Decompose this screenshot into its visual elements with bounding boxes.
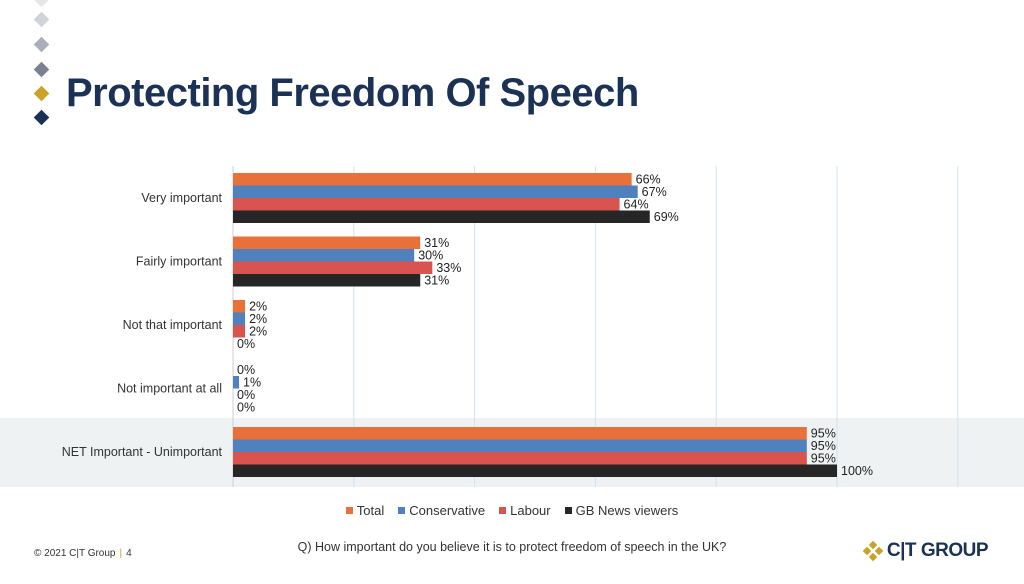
bar <box>233 325 246 338</box>
data-label: 95% <box>811 452 836 466</box>
data-label: 33% <box>436 261 461 275</box>
bar <box>233 261 433 274</box>
legend-item: Labour <box>499 503 551 518</box>
footer-copyright: © 2021 C|T Group <box>34 548 116 559</box>
bar-chart: Very important 66%67%64% 69% Fairly importa… <box>0 166 1024 487</box>
data-label: 31% <box>424 236 449 250</box>
data-label: 30% <box>418 249 443 263</box>
bar <box>233 464 837 477</box>
page-title: Protecting Freedom Of Speech <box>66 71 639 115</box>
data-label: 2% <box>249 300 267 314</box>
bar <box>233 274 421 287</box>
footer-page-number: 4 <box>126 548 132 559</box>
category-label: Not important at all <box>117 382 222 396</box>
data-label: 69% <box>654 210 679 224</box>
bar <box>233 427 807 440</box>
data-label: 31% <box>424 274 449 288</box>
legend-item: Total <box>345 503 385 518</box>
bar <box>233 198 620 211</box>
category-label: Very important <box>141 191 222 205</box>
bar <box>233 439 807 452</box>
legend-swatch <box>345 507 353 514</box>
legend-label: Labour <box>510 503 551 518</box>
footer: © 2021 C|T Group | 4 <box>34 548 132 559</box>
chart-legend: Total Conservative Labour GB News viewers <box>0 503 1024 518</box>
data-label: 2% <box>249 325 267 339</box>
data-label: 1% <box>243 376 261 390</box>
bar <box>233 452 807 465</box>
legend-swatch <box>564 507 572 514</box>
category-label: Not that important <box>123 318 223 332</box>
bar <box>233 249 415 262</box>
bar <box>233 312 246 325</box>
legend-label: GB News viewers <box>575 503 679 518</box>
data-label: 100% <box>841 464 873 478</box>
footer-divider: | <box>119 548 123 559</box>
bar <box>233 236 421 249</box>
category-label: NET Important - Unimportant <box>62 445 223 459</box>
logo-mark-icon <box>862 540 884 562</box>
data-label: 66% <box>636 173 661 187</box>
data-label: 64% <box>624 198 649 212</box>
data-label: 95% <box>811 427 836 441</box>
category-label: Fairly important <box>136 255 223 269</box>
data-label: 0% <box>237 337 255 351</box>
data-label: 2% <box>249 312 267 326</box>
data-label: 0% <box>237 363 255 377</box>
data-label: 0% <box>237 401 255 415</box>
legend-item: Conservative <box>398 503 485 518</box>
legend-swatch <box>398 507 406 514</box>
data-label: 67% <box>642 185 667 199</box>
company-logo: C|T GROUP <box>862 540 989 562</box>
bar <box>233 185 638 198</box>
legend-label: Total <box>356 503 385 518</box>
bar <box>233 173 632 186</box>
logo-text: C|T GROUP <box>886 540 989 561</box>
data-label: 0% <box>237 388 255 402</box>
bar <box>233 210 650 223</box>
legend-swatch <box>499 507 507 514</box>
data-label: 95% <box>811 439 836 453</box>
legend-item: GB News viewers <box>564 503 679 518</box>
survey-question: Q) How important do you believe it is to… <box>297 540 727 554</box>
legend-label: Conservative <box>409 503 486 518</box>
bar <box>233 300 246 313</box>
bar <box>233 376 240 389</box>
